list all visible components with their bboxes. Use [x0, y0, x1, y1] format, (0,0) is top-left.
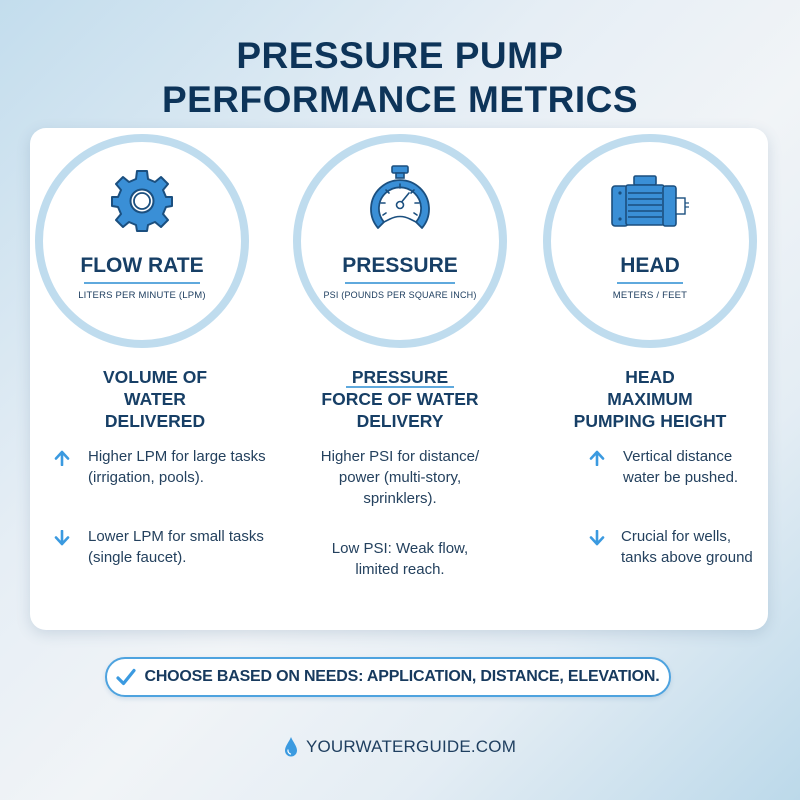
recommendation-banner: CHOOSE BASED ON NEEDS: APPLICATION, DIST…: [105, 657, 671, 697]
flow-rate-ring: FLOW RATE LITERS PER MINUTE (LPM): [35, 134, 249, 348]
title-line-1: PRESSURE PUMP: [236, 35, 564, 76]
bullet-text: Low PSI: Weak flow, limited reach.: [331, 540, 469, 578]
column-head: HEAD METERS / FEET HEAD MAXIMUM PUMPING …: [525, 128, 775, 630]
bullet-text: Crucial for wells, tanks above ground: [621, 528, 753, 566]
arrow-down-icon: [54, 530, 70, 546]
metric-unit: PSI (POUNDS PER SQUARE INCH): [323, 290, 477, 300]
bullet-text: Higher LPM for large tasks (irrigation, …: [88, 448, 266, 486]
page-title: PRESSURE PUMP PERFORMANCE METRICS: [0, 34, 800, 122]
heading-divider: [346, 386, 454, 388]
arrow-down-icon: [589, 530, 605, 546]
metric-title: FLOW RATE: [80, 254, 204, 277]
arrow-up-icon: [589, 450, 605, 466]
recommendation-text: CHOOSE BASED ON NEEDS: APPLICATION, DIST…: [144, 668, 660, 685]
pump-motor-icon: [611, 175, 689, 227]
water-drop-icon: [284, 737, 297, 757]
metric-divider: [84, 282, 200, 284]
metric-unit: LITERS PER MINUTE (LPM): [78, 290, 206, 301]
metric-title: HEAD: [620, 254, 680, 277]
metric-heading: HEAD MAXIMUM PUMPING HEIGHT: [573, 367, 727, 431]
arrow-up-icon: [54, 450, 70, 466]
bullet-text: Vertical distance water be pushed.: [623, 448, 739, 486]
gear-icon: [111, 170, 173, 232]
column-flow-rate: FLOW RATE LITERS PER MINUTE (LPM) VOLUME…: [30, 128, 280, 630]
bullet-text: Higher PSI for distance/ power (multi-st…: [320, 448, 480, 507]
checkmark-icon: [116, 668, 137, 686]
bullet-text: Lower LPM for small tasks (single faucet…: [88, 528, 264, 566]
metric-unit: METERS / FEET: [612, 290, 688, 301]
metric-divider: [345, 282, 455, 284]
website-credit: YOURWATERGUIDE.COM: [0, 736, 800, 758]
metric-heading: VOLUME OF WATER DELIVERED: [102, 367, 208, 431]
metric-title: PRESSURE: [342, 254, 458, 277]
pressure-gauge-icon: [370, 165, 430, 229]
metrics-card: FLOW RATE LITERS PER MINUTE (LPM) VOLUME…: [30, 128, 768, 630]
title-line-2: PERFORMANCE METRICS: [161, 79, 639, 120]
column-pressure: PRESSURE PSI (POUNDS PER SQUARE INCH) PR…: [275, 128, 525, 630]
pressure-ring: PRESSURE PSI (POUNDS PER SQUARE INCH): [293, 134, 507, 348]
metric-divider: [617, 282, 683, 284]
website-link[interactable]: YOURWATERGUIDE.COM: [305, 737, 517, 756]
metric-heading: PRESSURE FORCE OF WATER DELIVERY: [321, 367, 479, 431]
head-ring: HEAD METERS / FEET: [543, 134, 757, 348]
